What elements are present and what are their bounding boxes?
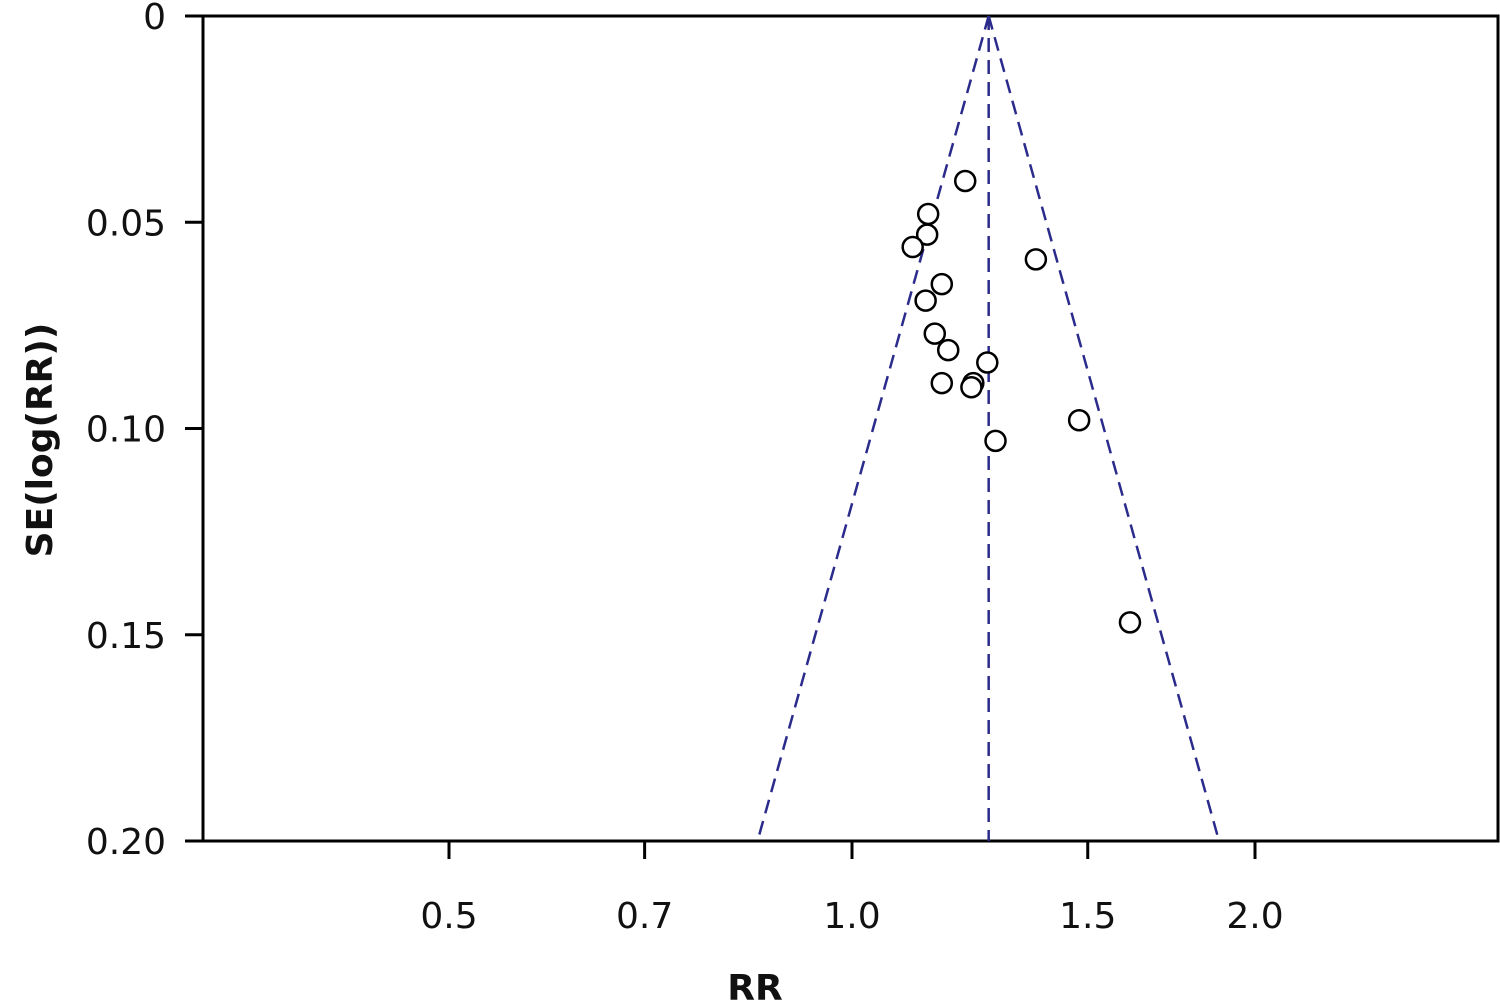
plot-area-frame — [201, 14, 1500, 843]
x-tick-label: 1.5 — [1059, 896, 1116, 937]
study-point — [976, 351, 999, 374]
study-point — [984, 429, 1007, 453]
y-tick-label: 0.15 — [86, 616, 166, 657]
y-tick-label: 0.10 — [86, 410, 166, 451]
funnel-left-line — [756, 15, 990, 842]
study-point — [923, 322, 947, 345]
x-tick-label: 0.7 — [616, 896, 673, 937]
y-tick-label: 0 — [143, 0, 166, 38]
study-point — [953, 169, 977, 193]
y-axis-ticks: 0 0.05 0.10 0.15 0.20 — [86, 0, 203, 863]
funnel-lines — [756, 15, 1221, 842]
x-tick-label: 1.0 — [823, 896, 880, 937]
study-point — [901, 235, 924, 259]
study-point — [915, 223, 939, 246]
x-tick-label: 2.0 — [1226, 896, 1283, 937]
y-axis-label: SE(log(RR)) — [20, 323, 61, 558]
study-point — [1024, 248, 1048, 271]
study-point — [960, 376, 983, 399]
study-point — [916, 202, 940, 226]
x-axis-label: RR — [727, 968, 782, 1008]
study-point — [1067, 409, 1091, 432]
study-point — [930, 272, 954, 296]
study-point — [930, 371, 954, 395]
study-point — [914, 289, 937, 312]
y-tick-label: 0.20 — [86, 822, 166, 863]
data-points — [901, 169, 1142, 634]
study-point — [936, 338, 960, 362]
x-axis-ticks: 0.5 0.7 1.0 1.5 2.0 — [420, 841, 1284, 937]
funnel-right-line — [987, 15, 1221, 842]
y-tick-label: 0.05 — [86, 203, 166, 244]
study-point — [1118, 611, 1142, 634]
x-tick-label: 0.5 — [420, 896, 477, 937]
